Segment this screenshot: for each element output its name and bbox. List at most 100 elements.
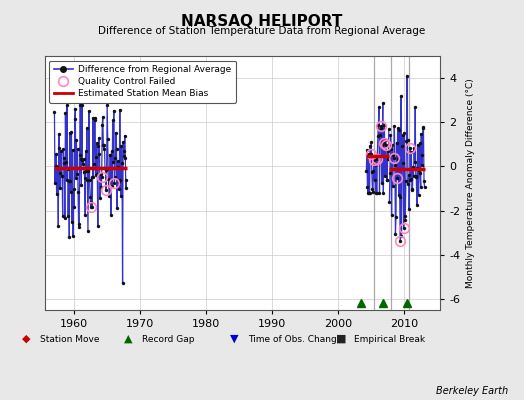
Point bbox=[54, 222, 62, 229]
Point bbox=[82, 168, 91, 174]
Point bbox=[381, 136, 390, 143]
Point bbox=[385, 199, 394, 205]
Point bbox=[380, 121, 389, 128]
Point bbox=[50, 108, 59, 115]
Point bbox=[395, 127, 403, 134]
Point bbox=[81, 212, 90, 218]
Point bbox=[395, 192, 403, 198]
Point bbox=[87, 199, 95, 206]
Point bbox=[374, 122, 383, 128]
Point bbox=[114, 164, 123, 170]
Point bbox=[374, 133, 382, 140]
Point bbox=[115, 186, 124, 192]
Point bbox=[63, 166, 72, 172]
Point bbox=[100, 146, 108, 152]
Point bbox=[98, 121, 106, 128]
Point bbox=[363, 147, 371, 154]
Point bbox=[387, 212, 396, 219]
Point bbox=[386, 170, 394, 176]
Point bbox=[407, 176, 415, 182]
Text: ◆: ◆ bbox=[22, 334, 30, 344]
Point bbox=[73, 170, 81, 177]
Point bbox=[366, 150, 375, 157]
Point bbox=[388, 182, 397, 189]
Point bbox=[394, 125, 402, 132]
Point bbox=[121, 155, 129, 161]
Point bbox=[398, 143, 406, 149]
Point bbox=[57, 148, 65, 154]
Point bbox=[93, 171, 102, 177]
Point bbox=[408, 186, 417, 193]
Point bbox=[119, 148, 128, 154]
Point bbox=[112, 129, 120, 136]
Point bbox=[110, 108, 118, 114]
Point bbox=[406, 177, 414, 183]
Point bbox=[403, 137, 412, 143]
Point bbox=[111, 154, 119, 161]
Point bbox=[392, 140, 401, 146]
Point bbox=[70, 204, 79, 211]
Point bbox=[414, 192, 423, 198]
Text: Record Gap: Record Gap bbox=[141, 334, 194, 344]
Point bbox=[377, 125, 385, 132]
Point bbox=[400, 216, 409, 223]
Point bbox=[372, 190, 380, 196]
Point bbox=[113, 158, 122, 165]
Point bbox=[392, 214, 400, 220]
Point bbox=[66, 130, 74, 136]
Text: Time of Obs. Change: Time of Obs. Change bbox=[248, 334, 342, 344]
Point bbox=[411, 173, 420, 180]
Point bbox=[385, 126, 393, 132]
Point bbox=[110, 180, 118, 186]
Point bbox=[95, 150, 104, 157]
Point bbox=[394, 156, 402, 162]
Point bbox=[79, 156, 88, 162]
Point bbox=[399, 160, 407, 167]
Point bbox=[400, 130, 408, 136]
Text: ▼: ▼ bbox=[230, 334, 238, 344]
Text: ■: ■ bbox=[336, 334, 347, 344]
Text: Difference of Station Temperature Data from Regional Average: Difference of Station Temperature Data f… bbox=[99, 26, 425, 36]
Point bbox=[53, 164, 61, 171]
Point bbox=[117, 192, 125, 199]
Point bbox=[407, 149, 416, 155]
Point bbox=[367, 139, 376, 146]
Point bbox=[82, 148, 90, 154]
Point bbox=[368, 186, 377, 192]
Point bbox=[406, 144, 414, 151]
Point bbox=[365, 190, 374, 196]
Point bbox=[92, 171, 100, 178]
Text: NARSAQ HELIPORT: NARSAQ HELIPORT bbox=[181, 14, 343, 29]
Point bbox=[393, 174, 401, 181]
Point bbox=[78, 101, 86, 108]
Point bbox=[61, 215, 69, 221]
Point bbox=[93, 140, 101, 146]
Point bbox=[376, 123, 385, 130]
Point bbox=[75, 224, 83, 230]
Point bbox=[74, 189, 82, 196]
Point bbox=[420, 178, 428, 184]
Point bbox=[118, 160, 126, 166]
Point bbox=[111, 174, 119, 180]
Point bbox=[415, 167, 423, 174]
Point bbox=[391, 231, 400, 237]
Point bbox=[377, 180, 386, 186]
Point bbox=[387, 146, 395, 152]
Point bbox=[116, 106, 124, 113]
Point bbox=[85, 108, 93, 114]
Point bbox=[96, 171, 105, 177]
Point bbox=[383, 177, 391, 183]
Point bbox=[75, 152, 84, 158]
Point bbox=[380, 140, 388, 146]
Point bbox=[84, 168, 93, 174]
Point bbox=[72, 175, 80, 182]
Point bbox=[396, 238, 405, 244]
Point bbox=[99, 142, 107, 148]
Point bbox=[376, 132, 384, 138]
Point bbox=[56, 185, 64, 192]
Point bbox=[59, 212, 67, 219]
Point bbox=[362, 168, 370, 175]
Point bbox=[370, 177, 379, 183]
Point bbox=[74, 221, 83, 227]
Point bbox=[414, 141, 422, 148]
